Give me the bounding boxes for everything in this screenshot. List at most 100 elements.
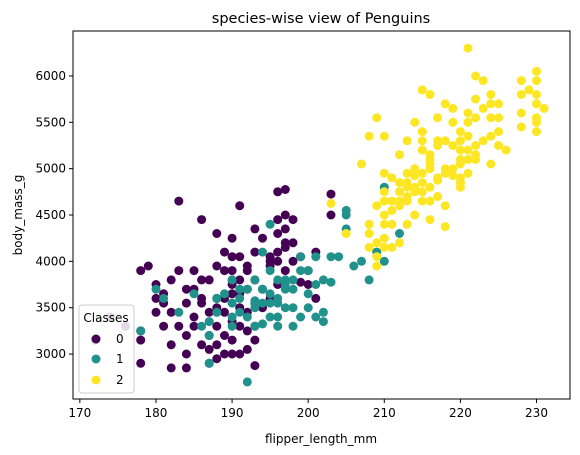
data-point-class-0	[159, 322, 168, 331]
data-point-class-0	[174, 197, 183, 206]
data-point-class-0	[182, 363, 191, 372]
data-point-class-2	[464, 169, 473, 178]
data-point-class-0	[289, 257, 298, 266]
data-point-class-2	[365, 229, 374, 238]
data-point-class-2	[387, 243, 396, 252]
data-point-class-2	[494, 141, 503, 150]
data-point-class-1	[220, 289, 229, 298]
data-point-class-0	[273, 215, 282, 224]
data-point-class-1	[319, 317, 328, 326]
data-point-class-1	[334, 252, 343, 261]
data-point-class-0	[212, 229, 221, 238]
data-point-class-0	[281, 238, 290, 247]
x-tick-label: 170	[68, 406, 91, 420]
data-point-class-1	[296, 252, 305, 261]
data-point-class-2	[395, 238, 404, 247]
data-point-class-2	[456, 155, 465, 164]
data-point-class-0	[281, 185, 290, 194]
data-point-class-0	[243, 262, 252, 271]
legend: Classes 0 1 2	[79, 305, 134, 393]
data-point-class-0	[212, 354, 221, 363]
data-point-class-0	[266, 252, 275, 261]
data-point-class-1	[380, 257, 389, 266]
data-point-class-1	[174, 308, 183, 317]
data-point-class-0	[250, 224, 259, 233]
data-point-class-1	[228, 322, 237, 331]
data-point-class-2	[464, 118, 473, 127]
data-point-class-2	[418, 85, 427, 94]
data-point-class-2	[426, 90, 435, 99]
data-point-class-2	[372, 201, 381, 210]
data-point-class-2	[441, 99, 450, 108]
data-point-class-1	[266, 289, 275, 298]
data-point-class-2	[365, 132, 374, 141]
x-tick-label: 230	[525, 406, 548, 420]
data-point-class-0	[228, 336, 237, 345]
data-point-class-0	[136, 266, 145, 275]
data-point-class-2	[517, 109, 526, 118]
chart-title: species-wise view of Penguins	[212, 11, 430, 27]
x-tick-label: 190	[221, 406, 244, 420]
data-point-class-2	[403, 178, 412, 187]
data-point-class-0	[289, 215, 298, 224]
data-point-class-0	[228, 266, 237, 275]
data-point-class-0	[182, 331, 191, 340]
data-point-class-2	[532, 118, 541, 127]
legend-marker-1	[92, 355, 101, 364]
legend-label-1: 1	[116, 352, 124, 366]
data-point-class-2	[426, 215, 435, 224]
x-tick-label: 220	[449, 406, 472, 420]
data-point-class-2	[464, 44, 473, 53]
data-point-class-1	[304, 266, 313, 275]
data-point-class-2	[342, 229, 351, 238]
data-point-class-2	[418, 187, 427, 196]
data-point-class-0	[167, 363, 176, 372]
data-point-class-2	[532, 67, 541, 76]
data-point-class-0	[220, 248, 229, 257]
data-point-class-1	[205, 331, 214, 340]
data-point-class-0	[311, 294, 320, 303]
data-point-class-2	[433, 192, 442, 201]
data-point-class-1	[212, 294, 221, 303]
data-point-class-2	[410, 171, 419, 180]
data-point-class-2	[403, 136, 412, 145]
data-point-class-1	[289, 322, 298, 331]
data-point-class-0	[182, 299, 191, 308]
data-point-class-2	[426, 197, 435, 206]
data-point-class-1	[395, 229, 404, 238]
data-point-class-2	[471, 155, 480, 164]
data-point-class-2	[418, 127, 427, 136]
data-point-class-2	[372, 238, 381, 247]
data-point-class-2	[479, 136, 488, 145]
data-point-class-2	[380, 187, 389, 196]
data-point-class-2	[494, 113, 503, 122]
data-point-class-2	[486, 132, 495, 141]
data-point-class-0	[144, 262, 153, 271]
data-point-class-2	[441, 136, 450, 145]
data-point-class-2	[380, 132, 389, 141]
data-point-class-2	[448, 171, 457, 180]
data-point-class-0	[273, 229, 282, 238]
data-point-class-1	[197, 322, 206, 331]
data-point-class-2	[441, 222, 450, 231]
data-point-class-1	[190, 289, 199, 298]
data-point-class-0	[296, 278, 305, 287]
data-point-class-2	[372, 252, 381, 261]
data-point-class-0	[136, 359, 145, 368]
legend-marker-2	[92, 376, 101, 385]
data-point-class-0	[167, 340, 176, 349]
data-point-class-0	[258, 234, 267, 243]
data-point-class-1	[342, 211, 351, 220]
data-point-class-2	[532, 127, 541, 136]
data-point-class-0	[220, 308, 229, 317]
data-point-class-1	[205, 359, 214, 368]
data-point-class-0	[190, 266, 199, 275]
data-point-class-0	[190, 313, 199, 322]
data-point-class-2	[448, 104, 457, 113]
data-point-class-2	[448, 141, 457, 150]
data-point-class-2	[471, 141, 480, 150]
data-point-class-2	[433, 176, 442, 185]
legend-marker-0	[92, 335, 101, 344]
data-point-class-2	[372, 262, 381, 271]
data-point-class-2	[418, 197, 427, 206]
